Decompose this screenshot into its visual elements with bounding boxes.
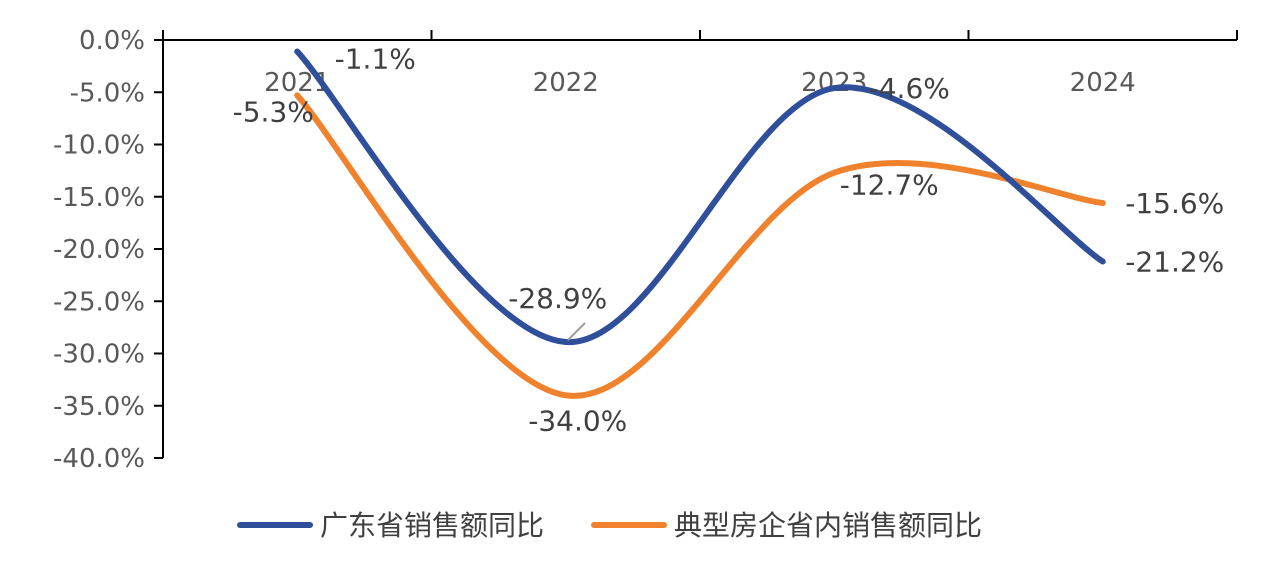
data-label: -28.9% [508, 282, 607, 315]
series-line-guangdong [294, 48, 1106, 346]
y-tick-label: -20.0% [53, 235, 145, 265]
x-tick-label: 2022 [533, 68, 599, 98]
series-line-typical-developers [294, 92, 1106, 399]
data-label: -12.7% [840, 169, 939, 202]
y-tick-label: -30.0% [53, 340, 145, 370]
y-tick-label: -35.0% [53, 392, 145, 422]
data-label: -5.3% [233, 95, 314, 128]
y-tick-label: -5.0% [70, 78, 145, 108]
data-labels-group: -1.1% -28.9% -4.6% -21.2% -5.3% -34.0% -12.7% -… [233, 42, 1225, 437]
y-tick-label: 0.0% [79, 26, 145, 56]
y-tick-label: -40.0% [53, 444, 145, 474]
legend-label: 典型房企省内销售额同比 [674, 509, 982, 542]
legend: 广东省销售额同比 典型房企省内销售额同比 [237, 509, 982, 542]
y-tick-label: -25.0% [53, 287, 145, 317]
legend-label: 广东省销售额同比 [320, 509, 544, 542]
data-label: -21.2% [1125, 246, 1224, 279]
y-tick-label: -15.0% [53, 183, 145, 213]
series-lines-group [294, 48, 1106, 399]
data-label: -4.6% [869, 72, 950, 105]
data-label: -1.1% [335, 42, 416, 75]
data-label: -34.0% [528, 404, 627, 437]
data-label: -15.6% [1125, 187, 1224, 220]
label-leader-line [567, 322, 586, 341]
x-tick-label: 2024 [1070, 68, 1136, 98]
axes-group: 0.0% -5.0% -10.0% -15.0% -20.0% -25.0% -30.0% -… [53, 26, 1238, 474]
y-tick-label: -10.0% [53, 131, 145, 161]
